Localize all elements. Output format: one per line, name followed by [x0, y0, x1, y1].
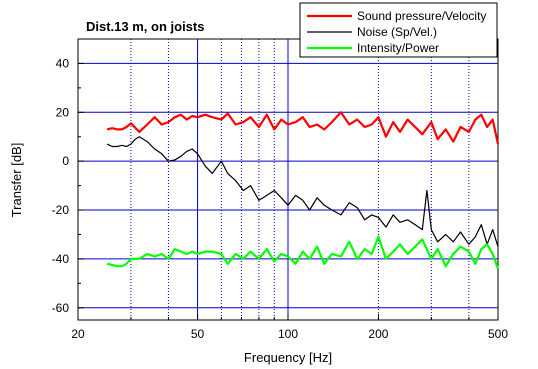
x-tick-label: 100 [278, 327, 298, 341]
vertical-major-gridlines [197, 39, 289, 320]
y-tick-label: 20 [56, 105, 70, 119]
y-tick-label: 40 [56, 56, 70, 70]
series-layer [106, 111, 500, 270]
x-tick-label: 50 [191, 327, 205, 341]
series-line-1 [106, 111, 500, 145]
chart-title: Dist.13 m, on joists [86, 19, 204, 34]
y-tick-label: -60 [52, 301, 70, 315]
y-axis-title: Transfer [dB] [9, 143, 24, 218]
y-tick-label: -40 [52, 252, 70, 266]
vertical-minor-gridlines [130, 39, 470, 320]
x-tick-label: 200 [368, 327, 388, 341]
y-axis: -60 -40 -20 0 20 40 [52, 56, 84, 315]
legend-label: Intensity/Power [357, 41, 439, 55]
x-tick-label: 500 [488, 327, 508, 341]
x-axis-title: Frequency [Hz] [244, 350, 332, 365]
x-axis: 20 50 100 200 500 [71, 314, 508, 341]
series-line-3 [106, 235, 500, 270]
legend-label: Noise (Sp/Vel.) [357, 25, 437, 39]
x-tick-label: 20 [71, 327, 85, 341]
legend-label: Sound pressure/Velocity [357, 9, 486, 23]
y-tick-label: -20 [52, 203, 70, 217]
legend: Sound pressure/Velocity Noise (Sp/Vel.) In… [299, 2, 498, 58]
y-tick-label: 0 [62, 154, 69, 168]
series-line-2 [106, 136, 499, 247]
